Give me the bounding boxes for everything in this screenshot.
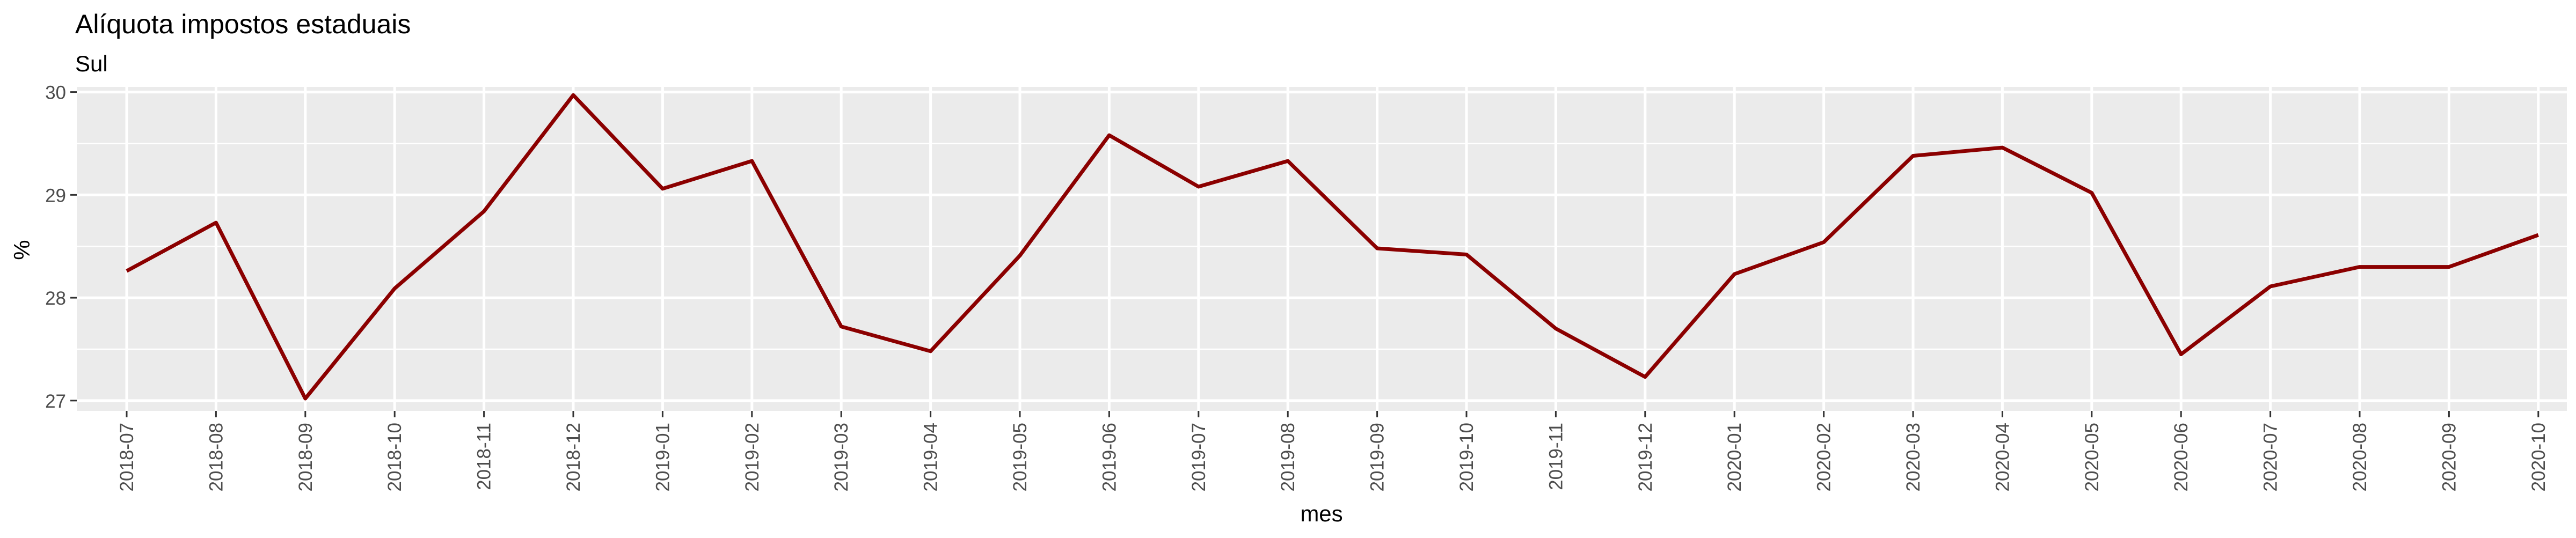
x-tick-label: 2020-09	[2439, 423, 2460, 491]
plot-panel	[77, 87, 2567, 411]
data-point	[1822, 240, 1826, 245]
chart-subtitle: Sul	[75, 51, 108, 76]
x-tick-label: 2018-09	[295, 423, 316, 491]
y-axis: 27 28 29 30	[45, 83, 77, 412]
data-point	[571, 93, 575, 97]
x-tick-label: 2020-08	[2349, 423, 2370, 491]
x-tick-label: 2018-07	[116, 423, 137, 491]
data-point	[750, 159, 754, 163]
data-point	[1911, 153, 1915, 158]
x-tick-label: 2020-04	[1992, 423, 2013, 491]
x-tick-label: 2018-12	[563, 423, 584, 491]
data-point	[1464, 253, 1469, 257]
x-tick-label: 2019-07	[1188, 423, 1209, 491]
data-point	[1375, 246, 1380, 250]
x-tick-label: 2020-02	[1814, 423, 1835, 491]
data-point	[2090, 190, 2094, 195]
data-point	[2358, 265, 2362, 269]
x-tick-label: 2020-03	[1903, 423, 1924, 491]
x-tick-label: 2019-10	[1456, 423, 1477, 491]
x-tick-label: 2019-01	[652, 423, 673, 491]
data-point	[1196, 185, 1201, 189]
x-tick-label: 2020-05	[2082, 423, 2103, 491]
x-tick-label: 2019-09	[1367, 423, 1388, 491]
x-tick-label: 2019-11	[1545, 423, 1566, 490]
data-point	[214, 220, 218, 225]
x-axis-title: mes	[1300, 501, 1342, 526]
data-point	[392, 286, 397, 291]
data-point	[1732, 272, 1736, 276]
y-tick-label: 28	[45, 288, 66, 309]
data-point	[1553, 327, 1558, 331]
y-tick-label: 29	[45, 185, 66, 206]
x-tick-label: 2020-07	[2260, 423, 2281, 491]
chart-title: Alíquota impostos estaduais	[75, 9, 411, 39]
x-tick-label: 2019-12	[1635, 423, 1656, 491]
data-point	[929, 349, 933, 353]
data-point	[2268, 284, 2273, 289]
x-tick-label: 2019-08	[1278, 423, 1298, 491]
data-point	[1643, 375, 1647, 379]
x-tick-label: 2018-11	[474, 423, 495, 490]
x-tick-label: 2020-10	[2528, 423, 2549, 491]
x-tick-label: 2018-08	[206, 423, 227, 491]
data-point	[125, 269, 129, 273]
data-point	[482, 209, 486, 213]
x-tick-label: 2019-03	[831, 423, 852, 491]
x-tick-label: 2020-06	[2171, 423, 2192, 491]
data-point	[839, 325, 843, 329]
x-tick-label: 2019-02	[742, 423, 763, 491]
y-axis-title: %	[9, 240, 34, 260]
series-line	[126, 93, 2539, 401]
x-tick-label: 2020-01	[1724, 423, 1745, 491]
data-point	[1107, 133, 1111, 137]
minor-gridlines	[77, 143, 2567, 350]
data-point	[660, 187, 665, 191]
x-tick-label: 2019-05	[1010, 423, 1031, 491]
data-point	[1018, 253, 1022, 257]
y-tick-label: 27	[45, 391, 66, 412]
data-point	[2179, 352, 2183, 357]
x-tick-label: 2019-06	[1099, 423, 1120, 491]
y-tick-label: 30	[45, 83, 66, 104]
x-tick-label: 2019-04	[921, 423, 942, 491]
data-point	[2536, 233, 2541, 237]
series-layer	[125, 93, 2541, 401]
data-point	[2000, 145, 2004, 150]
x-axis: 2018-07 2018-08 2018-09 2018-10 2018-11 2018-…	[116, 411, 2549, 491]
data-point	[2447, 265, 2451, 269]
x-tick-label: 2018-10	[384, 423, 405, 491]
data-point	[1286, 159, 1290, 163]
data-point	[303, 396, 308, 401]
